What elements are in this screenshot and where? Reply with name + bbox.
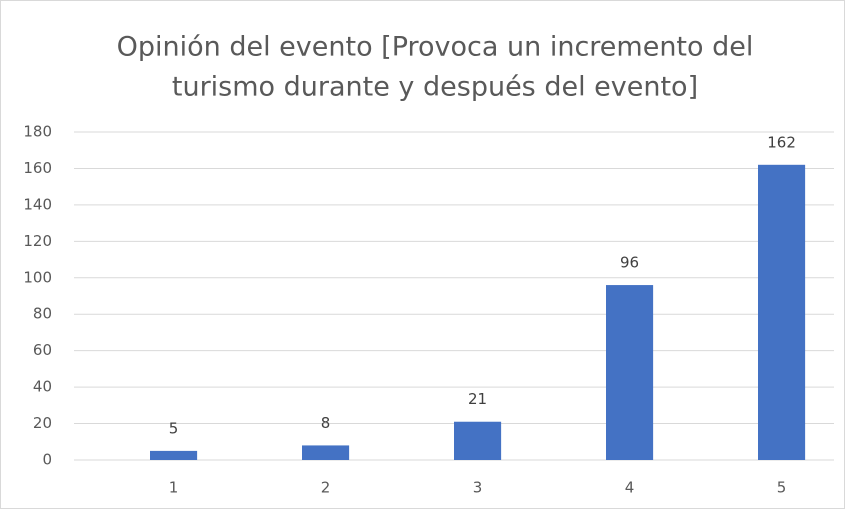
y-tick-label: 140 [23, 195, 52, 213]
y-tick-label: 40 [33, 378, 52, 396]
y-tick-label: 60 [33, 341, 52, 359]
data-label: 96 [620, 254, 639, 272]
x-tick-label: 1 [169, 479, 179, 497]
y-tick-label: 100 [23, 268, 52, 286]
x-tick-label: 3 [473, 479, 483, 497]
bar [758, 164, 806, 461]
x-tick-label: 2 [321, 479, 331, 497]
data-label: 5 [169, 419, 179, 437]
data-label: 8 [321, 414, 331, 432]
x-tick-label: 5 [777, 479, 787, 497]
data-label: 162 [767, 133, 796, 151]
chart-title: Opinión del evento [Provoca un increment… [117, 32, 754, 63]
y-tick-label: 0 [42, 451, 52, 469]
bar [454, 421, 502, 460]
y-tick-label: 80 [33, 305, 52, 323]
y-tick-label: 20 [33, 414, 52, 432]
x-tick-label: 4 [625, 479, 635, 497]
y-tick-label: 160 [23, 159, 52, 177]
y-tick-label: 120 [23, 232, 52, 250]
bar [606, 285, 654, 460]
chart-title: turismo durante y después del evento] [172, 72, 698, 103]
y-tick-label: 180 [23, 123, 52, 141]
bar [302, 445, 350, 460]
data-label: 21 [468, 390, 487, 408]
bar [150, 450, 198, 460]
